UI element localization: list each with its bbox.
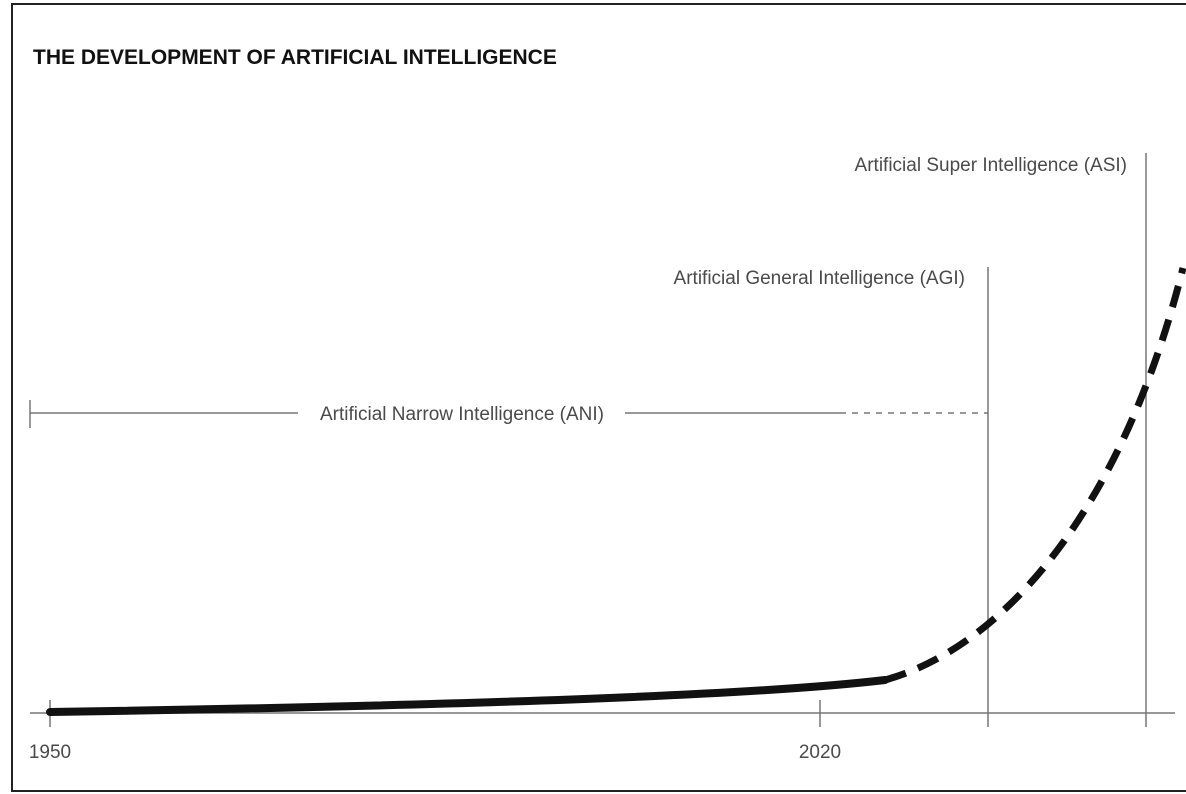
axis-label: 1950 [29,742,71,763]
asi-label: Artificial Super Intelligence (ASI) [855,155,1127,176]
axis-label: 2020 [799,742,841,763]
frame [11,3,1186,792]
growth-curve-projection [884,267,1186,684]
growth-curve [46,676,889,716]
agi-label: Artificial General Intelligence (AGI) [674,268,965,289]
ani-label: Artificial Narrow Intelligence (ANI) [320,404,604,425]
title: THE DEVELOPMENT OF ARTIFICIAL INTELLIGEN… [33,46,557,69]
